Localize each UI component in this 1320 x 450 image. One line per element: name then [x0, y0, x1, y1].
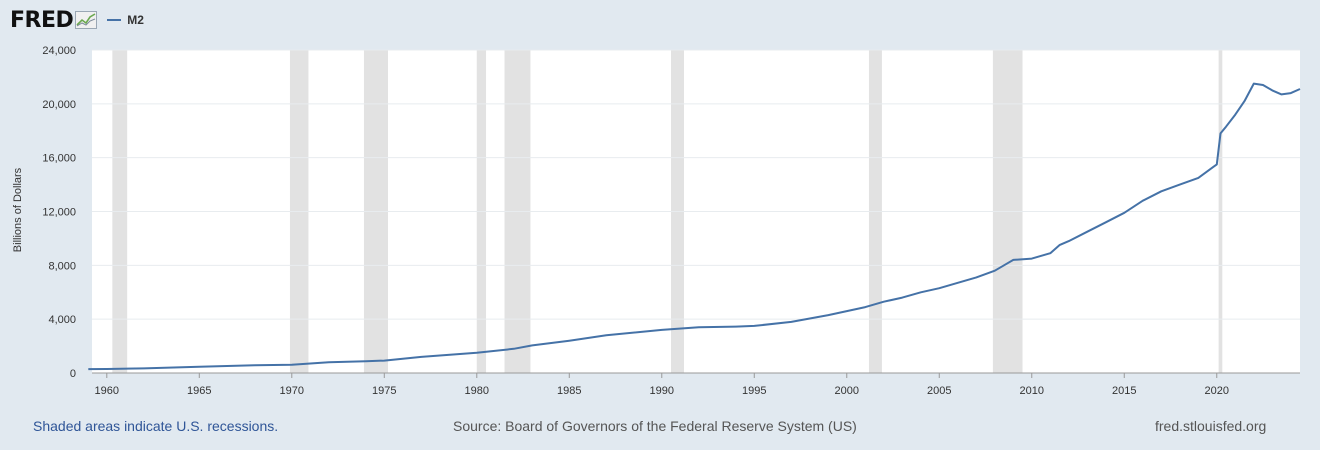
x-tick-label: 1975: [372, 385, 396, 397]
y-axis-label: Billions of Dollars: [12, 167, 24, 253]
y-tick-label: 4,000: [48, 314, 76, 326]
x-tick-label: 2020: [1205, 385, 1229, 397]
source-note: Source: Board of Governors of the Federa…: [453, 418, 857, 434]
y-axis: 0 4,000 8,000 12,000 16,000 20,000 24,000: [42, 45, 76, 380]
fred-logo-text: FRED: [10, 7, 74, 33]
x-tick-label: 1980: [465, 385, 489, 397]
x-axis: 1960 1965 1970 1975 1980 1985 1990 1995 2000 2005…: [92, 372, 1300, 397]
legend-line-swatch: [107, 19, 122, 21]
x-tick-label: 1965: [187, 385, 211, 397]
x-tick-label: 2000: [835, 385, 859, 397]
y-tick-label: 16,000: [42, 153, 76, 165]
y-tick-label: 12,000: [42, 207, 76, 219]
y-tick-label: 0: [70, 368, 76, 380]
recession-note: Shaded areas indicate U.S. recessions.: [33, 418, 279, 434]
line-chart: 0 4,000 8,000 12,000 16,000 20,000 24,000 1960…: [42, 45, 1301, 397]
y-tick-label: 20,000: [42, 99, 76, 111]
x-tick-label: 2005: [927, 385, 951, 397]
x-tick-label: 1995: [742, 385, 766, 397]
fred-logo[interactable]: FRED: [10, 7, 98, 33]
x-tick-label: 1985: [557, 385, 581, 397]
header: FRED M2: [10, 6, 144, 34]
x-tick-label: 2010: [1020, 385, 1044, 397]
chart-legend[interactable]: M2: [107, 13, 144, 27]
y-tick-label: 8,000: [48, 260, 76, 272]
x-tick-label: 1970: [280, 385, 304, 397]
chart-trend-icon: [75, 11, 98, 29]
series-layer: [88, 82, 1301, 371]
series-line-m2: [88, 82, 1301, 371]
y-tick-label: 24,000: [42, 45, 76, 57]
x-tick-label: 1990: [650, 385, 674, 397]
x-tick-label: 1960: [95, 385, 119, 397]
x-tick-label: 2015: [1112, 385, 1136, 397]
site-link[interactable]: fred.stlouisfed.org: [1155, 418, 1267, 434]
legend-label-m2: M2: [127, 13, 144, 27]
